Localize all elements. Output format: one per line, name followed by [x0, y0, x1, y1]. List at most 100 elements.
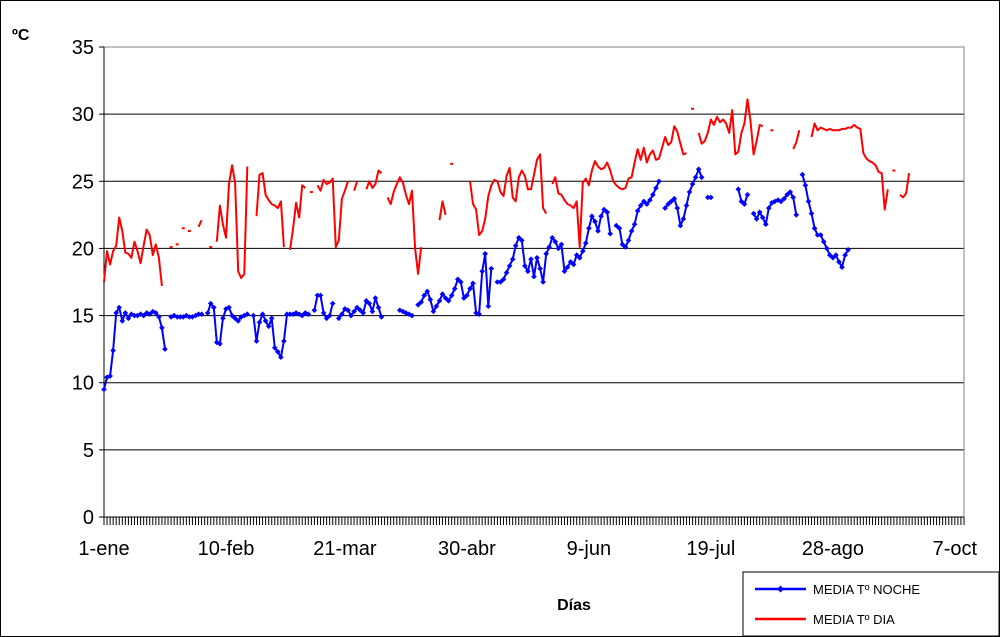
series-0-marker — [698, 174, 705, 181]
series-0-marker — [262, 318, 269, 324]
series-0-marker — [555, 245, 562, 252]
series-0-marker — [509, 256, 516, 262]
series-0-marker — [275, 349, 281, 355]
series-0-marker — [354, 304, 360, 311]
series-0-marker — [207, 300, 214, 307]
series-0-marker — [500, 276, 507, 283]
series-0-marker — [244, 311, 251, 317]
series-0-marker — [488, 265, 495, 272]
series-0-marker — [226, 304, 232, 311]
series-0-marker — [214, 339, 220, 346]
series-0-marker — [695, 166, 702, 172]
series-1-line — [438, 200, 447, 221]
series-0-marker — [665, 201, 671, 207]
series-0-marker — [601, 206, 607, 213]
series-0-marker — [668, 198, 674, 205]
series-0-marker — [790, 194, 796, 201]
series-0-marker — [156, 314, 162, 320]
series-0-marker — [778, 198, 784, 205]
series-0-marker — [531, 273, 537, 280]
series-0-marker — [583, 240, 589, 246]
series-0-marker — [766, 205, 772, 211]
series-1-line — [810, 122, 889, 211]
series-1-line — [899, 173, 911, 199]
series-0-marker — [180, 314, 187, 320]
series-0-marker — [482, 251, 488, 257]
series-0-marker — [756, 209, 763, 215]
series-0-marker — [653, 185, 659, 191]
series-0-marker — [824, 245, 830, 252]
series-0-marker — [400, 308, 406, 315]
series-0-marker — [430, 308, 437, 315]
series-0-marker — [543, 251, 549, 257]
series-0-marker — [750, 210, 757, 217]
y-tick-label: 30 — [72, 104, 94, 126]
series-0-marker — [293, 310, 299, 316]
series-0-marker — [461, 295, 467, 301]
legend-label-dia: MEDIA Tº DIA — [813, 612, 895, 627]
series-0-marker — [131, 312, 138, 319]
series-0-marker — [302, 310, 309, 316]
series-0-marker — [641, 198, 647, 205]
series-0-marker — [192, 312, 199, 319]
series-0-marker — [363, 298, 370, 304]
series-0-marker — [775, 197, 781, 203]
series-0-marker — [470, 280, 476, 287]
series-0-marker — [418, 299, 424, 305]
series-0-marker — [576, 255, 583, 261]
series-1-line — [469, 153, 548, 236]
series-0-marker — [146, 311, 153, 317]
series-0-marker — [546, 244, 552, 250]
series-0-marker — [339, 311, 345, 317]
series-0-marker — [833, 252, 839, 258]
x-tick-label: 9-jun — [567, 538, 611, 560]
series-0-marker — [595, 228, 601, 234]
series-0-marker — [305, 311, 312, 317]
x-tick-label: 21-mar — [313, 538, 377, 560]
series-0-marker — [836, 259, 842, 265]
series-0-marker — [741, 201, 748, 207]
series-0-marker — [820, 238, 827, 245]
series-0-marker — [534, 255, 540, 261]
series-0 — [101, 166, 851, 393]
series-0-marker — [683, 202, 690, 209]
x-tick-label: 28-ago — [802, 538, 864, 560]
series-0-marker — [839, 264, 845, 270]
series-0-marker — [637, 202, 644, 209]
series-0-marker — [464, 292, 470, 299]
series-0-marker — [256, 319, 263, 326]
series-0-marker — [134, 312, 141, 319]
x-tick-label: 1-ene — [78, 538, 129, 560]
series-0-marker — [253, 338, 260, 344]
series-0-marker — [299, 312, 305, 319]
series-0-marker — [198, 311, 205, 317]
series-0-marker — [241, 312, 248, 319]
series-0-marker — [220, 315, 226, 322]
series-0-marker — [439, 291, 446, 297]
series-0-marker — [265, 323, 272, 330]
series-1-line — [197, 219, 203, 228]
series-0-marker — [217, 341, 223, 347]
series-0-marker — [281, 338, 287, 344]
series-0-marker — [589, 213, 595, 219]
series-0-marker — [671, 195, 678, 202]
series-0-marker — [753, 216, 760, 222]
series-1-line — [289, 184, 306, 250]
y-tick-label: 35 — [72, 37, 94, 59]
series-0-marker — [814, 232, 821, 238]
series-1-line — [697, 98, 764, 156]
series-0-marker — [323, 315, 330, 322]
series-0-marker — [516, 234, 522, 241]
series-0-marker — [631, 221, 638, 228]
series-0-marker — [174, 314, 180, 320]
series-0-marker — [448, 292, 455, 299]
y-axis-unit-label: ºC — [12, 27, 30, 44]
series-0-marker — [662, 205, 668, 211]
series-0-marker — [153, 310, 159, 316]
series-0-marker — [692, 174, 699, 181]
series-0-marker — [680, 216, 687, 222]
series-0-marker — [549, 234, 556, 241]
series-0-marker — [235, 318, 241, 324]
series-0-marker — [122, 310, 129, 316]
series-0-marker — [616, 225, 623, 232]
